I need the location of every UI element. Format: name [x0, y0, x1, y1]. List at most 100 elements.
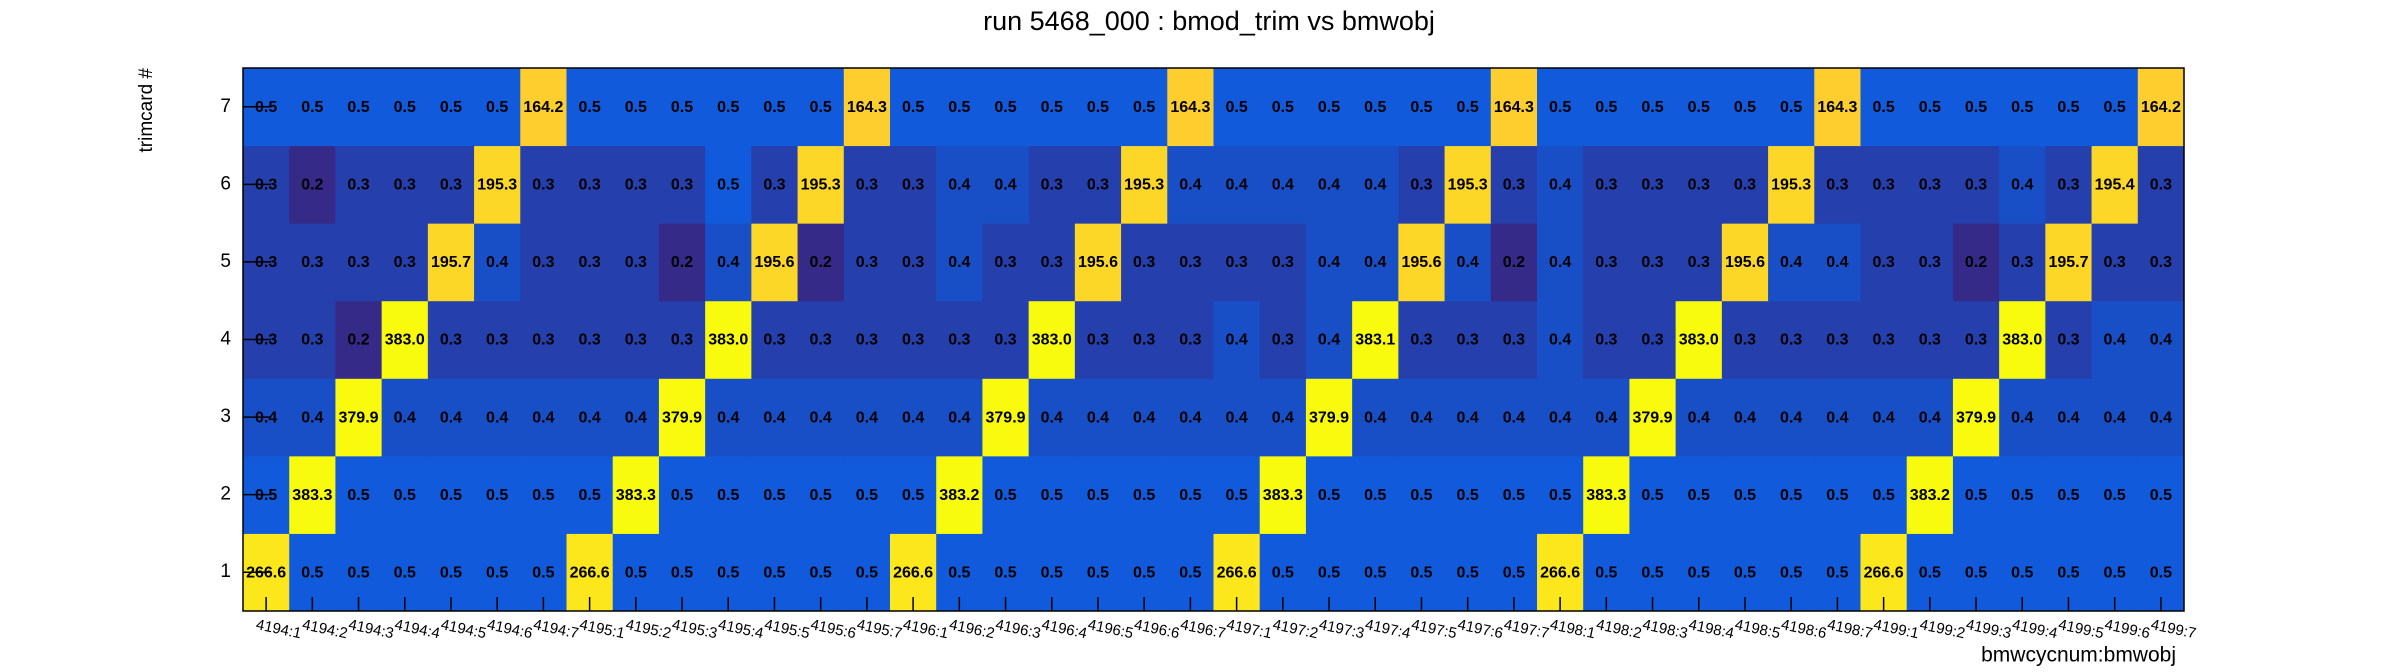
heatmap-cell [1583, 145, 1630, 224]
heatmap-cell [705, 455, 752, 534]
cell-label: 195.4 [2095, 177, 2135, 194]
cell-label: 0.5 [1549, 99, 1571, 116]
heatmap-cell [751, 145, 799, 224]
heatmap-cell [2045, 68, 2093, 147]
heatmap-cell [1213, 378, 1261, 457]
heatmap-cell [1305, 223, 1353, 302]
cell-label: 0.5 [1872, 487, 1894, 504]
cell-label: 0.5 [625, 99, 647, 116]
cell-label: 0.4 [1734, 409, 1756, 426]
cell-label: 0.4 [1457, 254, 1479, 271]
cell-label: 0.3 [763, 332, 785, 349]
x-tick-label: 4199:6 [2103, 616, 2151, 642]
x-tick-label: 4199:2 [1918, 616, 1966, 642]
cell-label: 0.5 [1734, 564, 1756, 581]
heatmap-cell [381, 68, 429, 147]
cell-label: 164.3 [1817, 99, 1857, 116]
heatmap-cell [520, 223, 567, 302]
cell-label: 0.5 [717, 487, 739, 504]
cell-label: 0.5 [1087, 487, 1109, 504]
heatmap-cell [1721, 68, 1769, 147]
cell-label: 0.5 [1133, 487, 1155, 504]
heatmap-cell [1398, 145, 1446, 224]
cell-label: 0.4 [1225, 409, 1247, 426]
heatmap-cell [2045, 455, 2093, 534]
heatmap-cell [1999, 68, 2046, 147]
cell-label: 0.5 [1641, 99, 1663, 116]
cell-label: 0.5 [671, 99, 693, 116]
heatmap-cell [843, 378, 891, 457]
cell-label: 383.0 [1679, 332, 1719, 349]
cell-label: 0.4 [2011, 177, 2033, 194]
heatmap-cell [1398, 68, 1446, 147]
heatmap-cell [1167, 300, 1214, 379]
cell-label: 0.5 [1041, 564, 1063, 581]
cell-label: 0.5 [1688, 99, 1710, 116]
heatmap-cell [1213, 300, 1261, 379]
x-tick-label: 4197:5 [1410, 616, 1458, 642]
heatmap-cell [1814, 68, 1861, 147]
cell-label: 0.4 [1087, 409, 1109, 426]
heatmap-cell [1906, 223, 1954, 302]
heatmap-cell [1213, 223, 1261, 302]
heatmap-cell [1444, 378, 1492, 457]
heatmap-cell [1213, 455, 1261, 534]
cell-label: 0.3 [902, 332, 924, 349]
cell-label: 0.3 [1919, 177, 1941, 194]
cell-label: 0.4 [948, 254, 970, 271]
heatmap-cell [2091, 223, 2139, 302]
heatmap-cell [1952, 455, 2000, 534]
cell-label: 0.3 [810, 332, 832, 349]
cell-label: 0.5 [1919, 564, 1941, 581]
cell-label: 0.4 [578, 409, 600, 426]
cell-label: 0.5 [1919, 99, 1941, 116]
cell-label: 0.5 [1457, 564, 1479, 581]
heatmap-cell [797, 300, 845, 379]
cell-label: 0.4 [532, 409, 554, 426]
heatmap-cell [1629, 145, 1677, 224]
cell-label: 379.9 [662, 409, 702, 426]
cell-label: 0.3 [2057, 177, 2079, 194]
cell-label: 0.3 [301, 254, 323, 271]
cell-label: 0.4 [1688, 409, 1710, 426]
heatmap-cell [1352, 378, 1399, 457]
cell-label: 0.5 [763, 564, 785, 581]
heatmap-cell [982, 223, 1030, 302]
cell-label: 164.3 [847, 99, 887, 116]
cell-label: 0.4 [1318, 332, 1340, 349]
cell-label: 0.3 [578, 177, 600, 194]
heatmap-cell [1860, 223, 1908, 302]
heatmap-cell [1675, 378, 1723, 457]
cell-label: 0.4 [1872, 409, 1894, 426]
cell-label: 383.3 [292, 487, 332, 504]
heatmap-cell [289, 300, 336, 379]
heatmap-cell [381, 300, 429, 379]
cell-label: 0.4 [440, 409, 462, 426]
cell-label: 0.4 [1272, 409, 1294, 426]
heatmap-cell [1768, 223, 1815, 302]
heatmap-cell [427, 223, 475, 302]
heatmap-cell [1814, 223, 1861, 302]
heatmap-cell [289, 145, 336, 224]
heatmap-cell [474, 68, 521, 147]
cell-label: 0.3 [763, 177, 785, 194]
x-tick-label: 4196:3 [994, 616, 1042, 642]
heatmap-cell [1721, 223, 1769, 302]
plot-frame [242, 67, 2185, 612]
heatmap-cell [705, 68, 752, 147]
cell-label: 0.3 [1734, 177, 1756, 194]
cell-label: 0.3 [671, 332, 693, 349]
heatmap-cell [566, 68, 614, 147]
heatmap-cell [1675, 145, 1723, 224]
heatmap-cell [843, 300, 891, 379]
cell-label: 0.3 [1179, 254, 1201, 271]
heatmap-cell [1814, 455, 1861, 534]
heatmap-cell [289, 223, 336, 302]
cell-label: 0.5 [994, 99, 1016, 116]
cell-label: 0.5 [1641, 564, 1663, 581]
cell-label: 0.4 [1225, 332, 1247, 349]
cell-label: 0.4 [2104, 409, 2126, 426]
heatmap-cell [1629, 223, 1677, 302]
heatmap-cell [1537, 223, 1584, 302]
heatmap-cell [843, 68, 891, 147]
